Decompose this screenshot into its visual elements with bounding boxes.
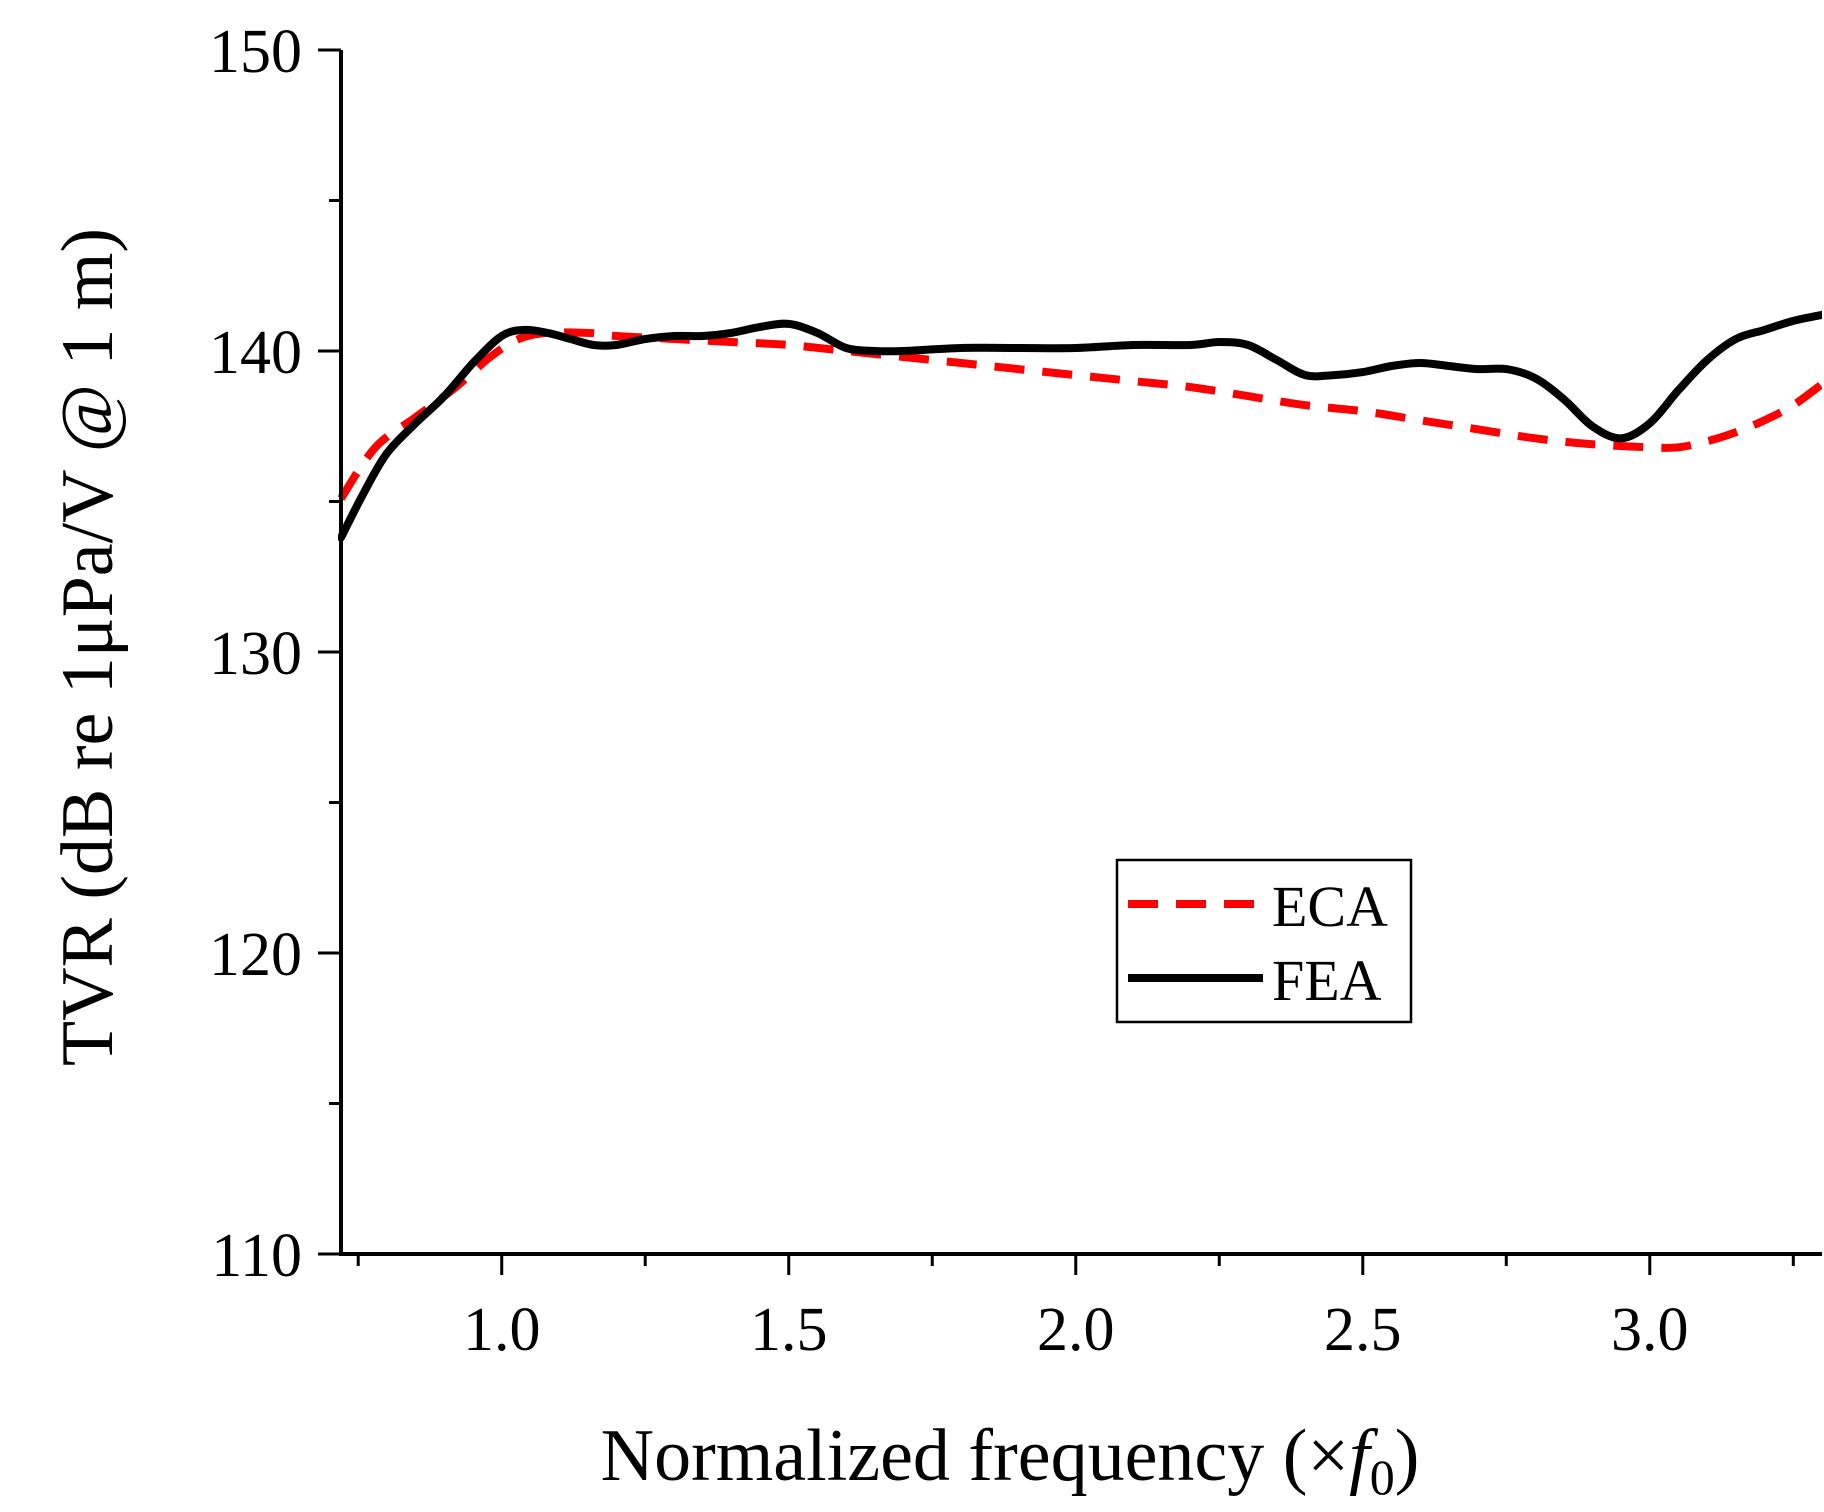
- x-axis-label-main: Normalized frequency (×: [601, 1415, 1350, 1497]
- x-tick-label: 1.5: [750, 1296, 828, 1364]
- legend-label-fea: FEA: [1272, 948, 1382, 1013]
- x-tick-label: 2.5: [1324, 1296, 1402, 1364]
- x-axis-label-close: ): [1395, 1415, 1420, 1497]
- legend: ECA FEA: [1115, 858, 1413, 1024]
- y-axis-label: TVR (dB re 1μPa/V @ 1 m): [47, 228, 129, 1066]
- tick-labels-layer: 1.0 1.5 2.0 2.5 3.0 110 120 130 140 150: [209, 18, 1689, 1364]
- y-tick-label: 140: [209, 319, 302, 387]
- series-line-eca: [338, 328, 1822, 501]
- x-tick-label: 3.0: [1611, 1296, 1689, 1364]
- legend-label-eca: ECA: [1272, 874, 1388, 939]
- x-tick-label: 2.0: [1037, 1296, 1115, 1364]
- x-axis-label: Normalized frequency (×f0): [601, 1415, 1420, 1505]
- y-tick-label: 120: [209, 921, 302, 989]
- y-tick-label: 110: [211, 1222, 302, 1290]
- legend-box: [1115, 858, 1413, 1024]
- x-axis-label-sub: 0: [1370, 1449, 1395, 1505]
- x-tick-label: 1.0: [463, 1296, 541, 1364]
- y-tick-label: 130: [209, 620, 302, 688]
- ticks-layer: [318, 48, 1795, 1275]
- series-layer: [338, 310, 1822, 542]
- series-line-fea: [338, 310, 1822, 542]
- y-tick-label: 150: [209, 18, 302, 86]
